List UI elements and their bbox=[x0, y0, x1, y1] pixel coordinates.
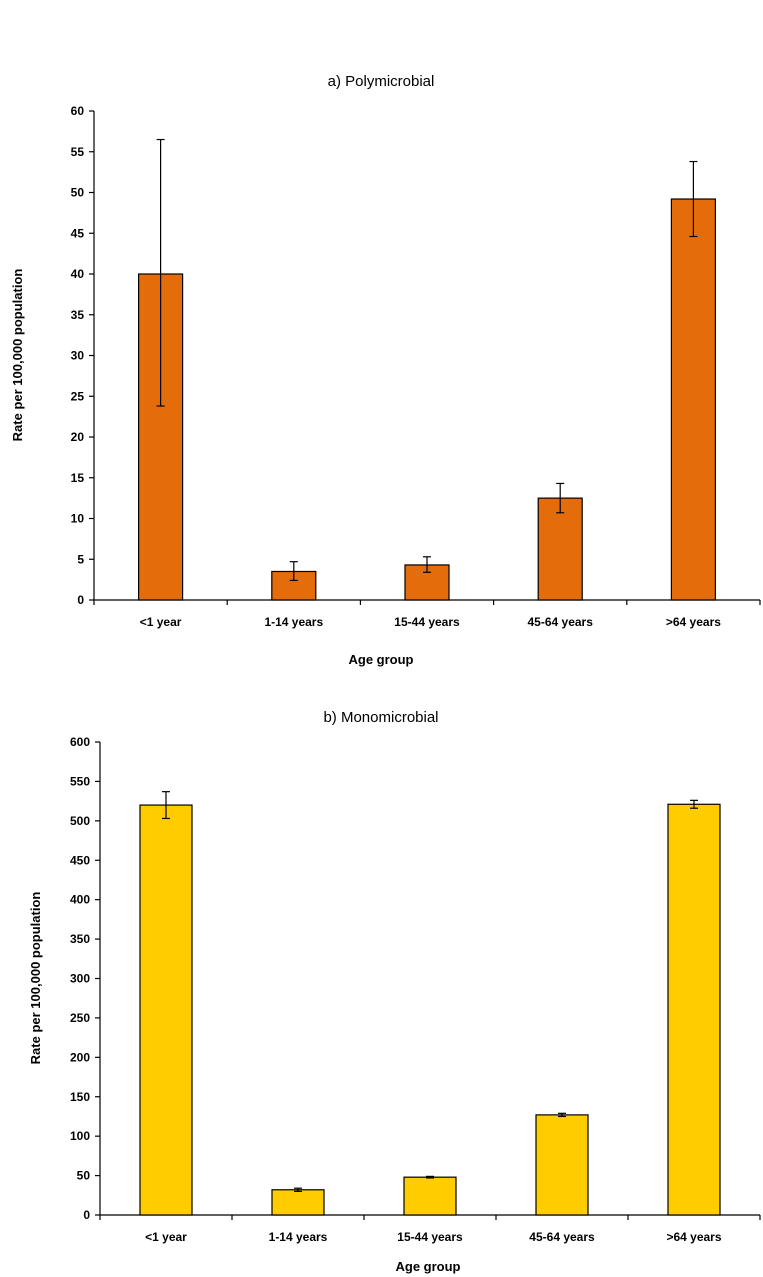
y-tick-label: 150 bbox=[70, 1090, 90, 1104]
y-axis-label: Rate per 100,000 population bbox=[28, 892, 43, 1065]
y-tick-label: 5 bbox=[77, 552, 84, 566]
bar bbox=[138, 273, 184, 601]
x-tick-label: 45-64 years bbox=[529, 1230, 595, 1244]
bar bbox=[139, 804, 193, 1216]
y-tick-label: 550 bbox=[70, 774, 90, 788]
y-tick-label: 300 bbox=[70, 972, 90, 986]
y-tick-label: 50 bbox=[71, 186, 85, 200]
bar bbox=[535, 1114, 589, 1216]
bar bbox=[271, 1189, 325, 1216]
x-tick-label: >64 years bbox=[666, 1230, 721, 1244]
chart-panel-monomicrobial: b) Monomicrobial Age group Rate per 100,… bbox=[28, 709, 761, 1274]
x-axis-label: Age group bbox=[396, 1259, 461, 1274]
y-tick-label: 15 bbox=[71, 471, 85, 485]
y-tick-label: 0 bbox=[83, 1208, 90, 1222]
y-tick-label: 350 bbox=[70, 932, 90, 946]
y-tick-label: 50 bbox=[77, 1169, 91, 1183]
y-tick-label: 250 bbox=[70, 1011, 90, 1025]
y-tick-label: 20 bbox=[71, 430, 85, 444]
plot-area: 0 50 100 150 200 250 300 350 400 450 500 550 600 <1 y… bbox=[70, 735, 761, 1244]
x-tick-label: <1 year bbox=[140, 615, 182, 629]
x-tick-label: 15-44 years bbox=[394, 615, 460, 629]
y-tick-label: 200 bbox=[70, 1050, 90, 1064]
bar bbox=[403, 1176, 457, 1216]
y-tick-label: 100 bbox=[70, 1129, 90, 1143]
y-tick-label: 10 bbox=[71, 512, 85, 526]
y-tick-label: 0 bbox=[77, 593, 84, 607]
y-tick-label: 450 bbox=[70, 853, 90, 867]
x-tick-label: 15-44 years bbox=[397, 1230, 463, 1244]
bar bbox=[667, 803, 721, 1216]
y-tick-label: 40 bbox=[71, 267, 85, 281]
x-tick-label: 1-14 years bbox=[264, 615, 323, 629]
x-axis-label: Age group bbox=[349, 652, 414, 667]
y-tick-label: 55 bbox=[71, 145, 85, 159]
y-tick-label: 45 bbox=[71, 226, 85, 240]
plot-area: 0 5 10 15 20 25 30 35 40 45 50 55 60 <1 year 1-14 year… bbox=[71, 104, 761, 629]
y-tick-label: 500 bbox=[70, 814, 90, 828]
y-tick-label: 30 bbox=[71, 349, 85, 363]
chart-title: b) Monomicrobial bbox=[323, 709, 438, 726]
chart-title: a) Polymicrobial bbox=[328, 73, 435, 90]
bar bbox=[670, 198, 717, 601]
y-tick-label: 400 bbox=[70, 893, 90, 907]
x-tick-label: <1 year bbox=[145, 1230, 187, 1244]
y-tick-label: 60 bbox=[71, 104, 85, 118]
y-tick-label: 35 bbox=[71, 308, 85, 322]
y-tick-label: 600 bbox=[70, 735, 90, 749]
x-tick-label: 1-14 years bbox=[269, 1230, 328, 1244]
x-tick-label: 45-64 years bbox=[528, 615, 594, 629]
y-tick-label: 25 bbox=[71, 389, 85, 403]
y-axis-label: Rate per 100,000 population bbox=[10, 269, 25, 442]
chart-panel-polymicrobial: a) Polymicrobial Age group Rate per 100,… bbox=[10, 73, 761, 667]
x-tick-label: >64 years bbox=[666, 615, 721, 629]
bar bbox=[537, 497, 583, 601]
